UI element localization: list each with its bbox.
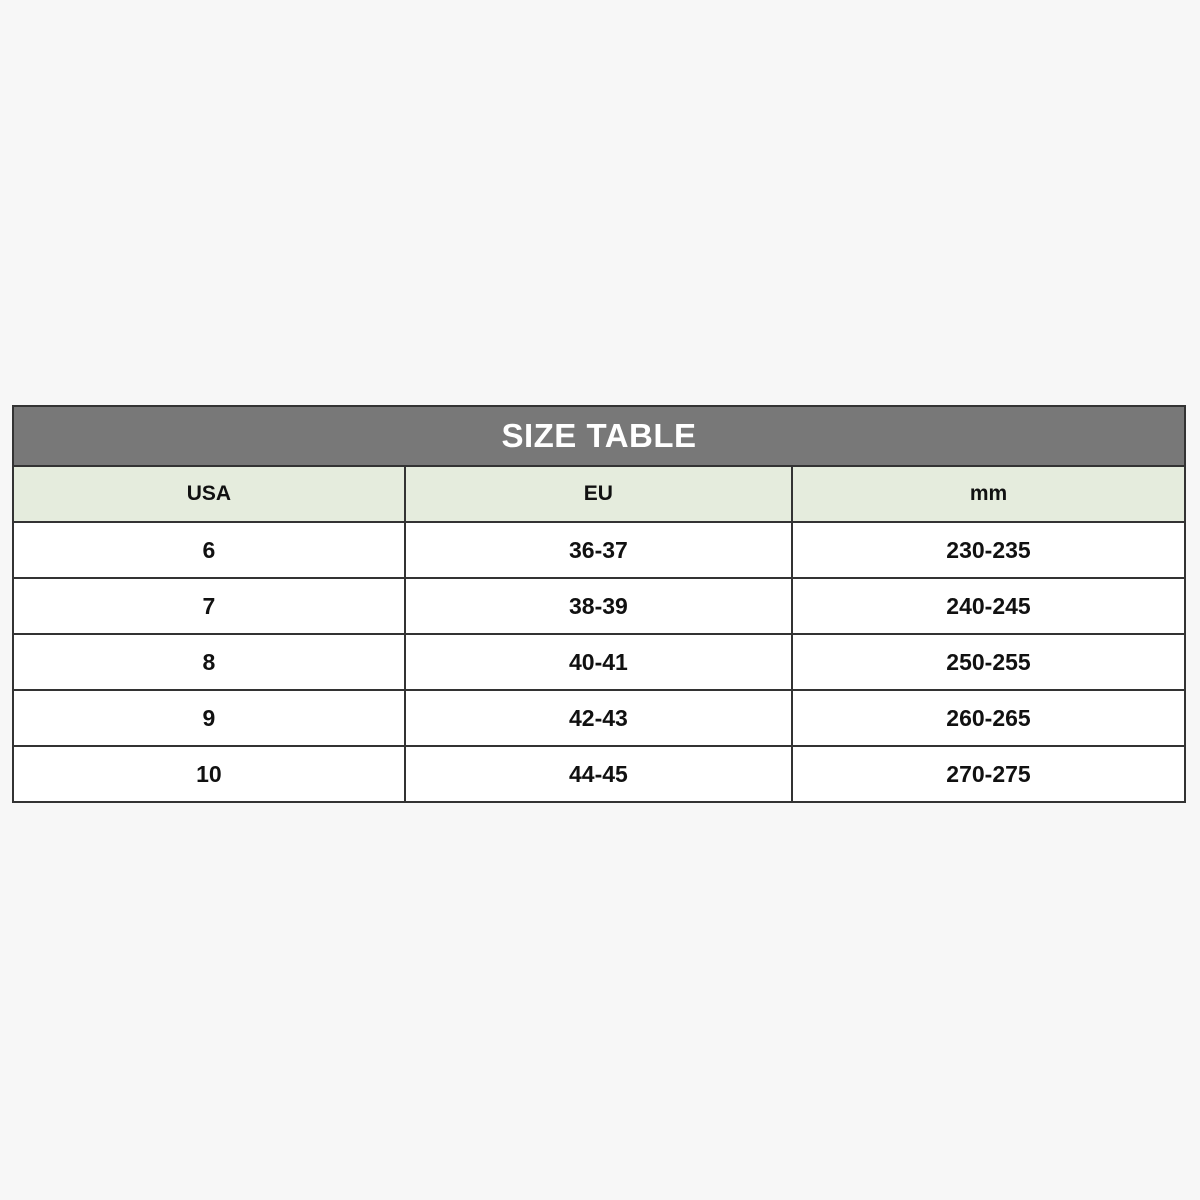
cell-eu: 44-45 <box>403 745 794 801</box>
column-header-mm: mm <box>791 466 1184 523</box>
table-row: 8 40-41 250-255 <box>14 633 1184 691</box>
table-row: 9 42-43 260-265 <box>14 689 1184 747</box>
cell-eu: 36-37 <box>403 521 794 579</box>
cell-usa: 9 <box>14 689 406 747</box>
cell-mm: 230-235 <box>791 521 1184 579</box>
column-header-eu: EU <box>403 466 794 523</box>
cell-eu: 42-43 <box>403 689 794 747</box>
cell-usa: 7 <box>14 577 406 635</box>
table-row: 10 44-45 270-275 <box>14 745 1184 801</box>
table-row: 6 36-37 230-235 <box>14 521 1184 579</box>
cell-eu: 40-41 <box>403 633 794 691</box>
cell-usa: 6 <box>14 521 406 579</box>
size-table-header-row: USA EU mm <box>14 466 1184 523</box>
cell-usa: 10 <box>14 745 406 801</box>
cell-mm: 270-275 <box>791 745 1184 801</box>
size-table-title: SIZE TABLE <box>14 407 1184 467</box>
cell-eu: 38-39 <box>403 577 794 635</box>
size-table: SIZE TABLE USA EU mm 6 36-37 230-235 7 3… <box>14 407 1184 801</box>
column-header-usa: USA <box>14 466 406 523</box>
cell-mm: 260-265 <box>791 689 1184 747</box>
size-table-container: SIZE TABLE USA EU mm 6 36-37 230-235 7 3… <box>12 405 1186 803</box>
cell-usa: 8 <box>14 633 406 691</box>
size-table-title-row: SIZE TABLE <box>14 407 1184 467</box>
cell-mm: 250-255 <box>791 633 1184 691</box>
table-row: 7 38-39 240-245 <box>14 577 1184 635</box>
cell-mm: 240-245 <box>791 577 1184 635</box>
